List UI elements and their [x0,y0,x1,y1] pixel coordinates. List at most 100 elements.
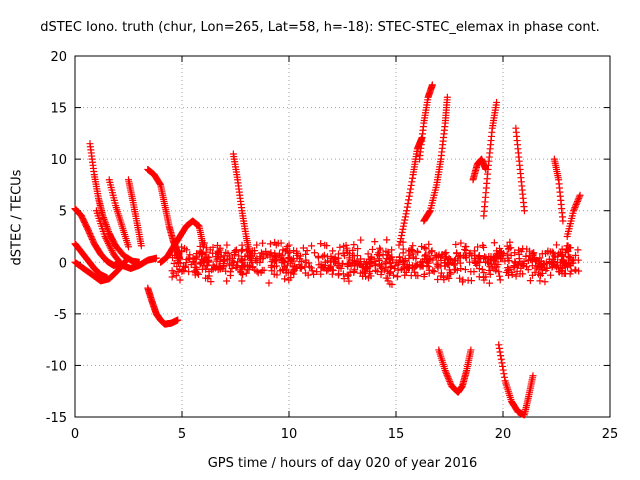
data-point [169,246,177,254]
data-point [267,263,275,271]
data-point [196,260,204,268]
data-point [296,263,304,271]
data-point [262,250,270,258]
data-point [399,225,407,233]
data-point [475,273,483,281]
data-point [209,265,217,273]
data-point [205,272,213,280]
plot-frame [74,55,611,418]
data-point [172,272,180,280]
data-point [523,263,531,271]
data-point [395,241,403,249]
data-point [451,266,459,274]
data-point [504,267,512,275]
data-point [222,267,230,275]
data-point [405,255,413,263]
data-point [442,368,450,376]
data-point [176,259,184,267]
data-point [461,266,469,274]
data-point [344,271,352,279]
data-point [493,98,501,106]
data-point [500,373,508,381]
x-tick-label: 20 [495,427,512,442]
data-point [220,257,228,265]
data-point [344,262,352,270]
data-point [564,248,572,256]
data-point [443,370,451,378]
data-point [571,266,579,274]
data-point [283,242,291,250]
data-point [156,180,164,188]
data-point [399,258,407,266]
data-point [329,267,337,275]
data-point [446,377,454,385]
data-point [426,208,434,216]
data-point [279,246,287,254]
data-point [221,256,229,264]
data-point [381,266,389,274]
data-point [290,247,298,255]
data-point [338,260,346,268]
data-point [178,243,186,251]
data-point [570,205,578,213]
data-point [287,274,295,282]
data-point [340,275,348,283]
data-points [71,81,584,419]
data-point [510,262,518,270]
data-point [290,270,298,278]
data-point [345,277,353,285]
data-point [441,367,449,375]
data-point [572,201,580,209]
data-point [468,252,476,260]
data-point [241,252,249,260]
data-point [389,271,397,279]
data-point [576,191,584,199]
data-point [480,269,488,277]
data-point [422,251,430,259]
data-point [497,352,505,360]
data-point [529,372,537,380]
data-point [485,279,493,287]
data-point [365,269,373,277]
data-point [404,264,412,272]
data-point [377,271,385,279]
data-point [414,248,422,256]
data-point [406,251,414,259]
data-point [445,376,453,384]
data-point [529,271,537,279]
data-point [526,277,534,285]
data-point [203,244,211,252]
data-point [268,267,276,275]
data-point [253,241,261,249]
data-point [512,272,520,280]
data-point [347,262,355,270]
data-point [496,276,504,284]
data-point [285,241,293,249]
data-point [339,270,347,278]
data-point [459,252,467,260]
data-point [452,240,460,248]
data-point [193,250,201,258]
data-point [511,249,519,257]
data-point [536,277,544,285]
data-point [446,379,454,387]
data-point [305,259,313,267]
data-point [231,247,239,255]
data-point [450,260,458,268]
data-point [368,245,376,253]
data-point [571,204,579,212]
data-point [437,269,445,277]
data-point [484,258,492,266]
data-point [297,264,305,272]
data-point [444,374,452,382]
y-tick-label: 15 [50,102,67,117]
data-point [575,267,583,275]
data-point [265,279,273,287]
axes [74,55,611,418]
data-point [171,251,179,259]
data-point [384,277,392,285]
data-point [546,248,554,256]
data-point [456,274,464,282]
data-point [354,245,362,253]
data-point [574,196,582,204]
